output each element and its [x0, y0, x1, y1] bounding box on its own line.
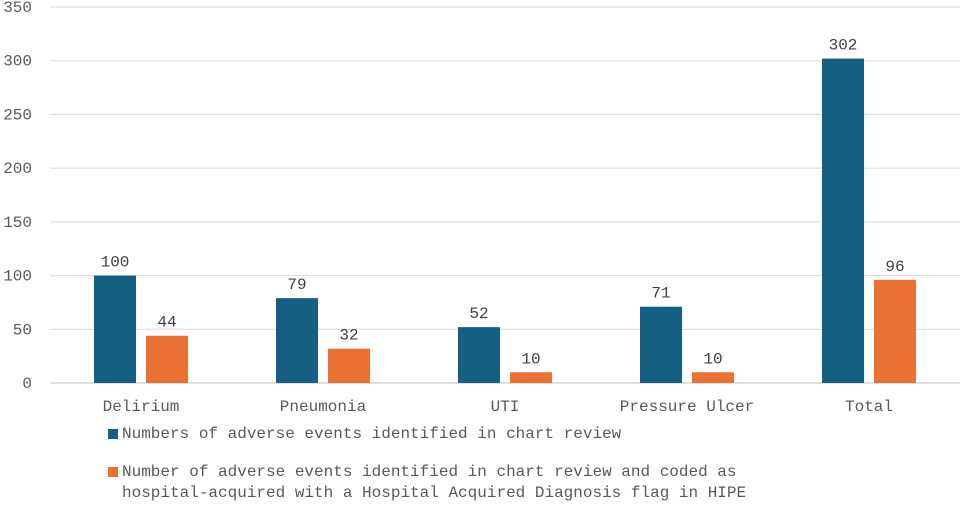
bar-series-1-uti [458, 327, 500, 383]
y-tick-label: 350 [3, 0, 32, 17]
gridlines [50, 6, 960, 384]
legend-item-series-1: Numbers of adverse events identified in … [108, 424, 746, 445]
data-label: 71 [651, 285, 670, 303]
data-label: 44 [157, 314, 176, 332]
data-label: 96 [885, 258, 904, 276]
legend-label-series-2: Number of adverse events identified in c… [122, 463, 747, 502]
data-label: 10 [521, 350, 540, 368]
data-label: 10 [703, 350, 722, 368]
bar-chart: 0 50 100 150 200 250 300 350 100 44 79 32 52 10 71 10 3… [3, 0, 960, 416]
x-tick-label: Pneumonia [280, 398, 367, 416]
y-tick-label: 150 [3, 214, 32, 232]
bar-series-1-pneumonia [276, 298, 318, 383]
x-tick-label: UTI [491, 398, 520, 416]
bar-series-1-total [822, 58, 864, 384]
bar-series-2-pneumonia [328, 348, 370, 383]
y-tick-label: 300 [3, 53, 32, 71]
x-axis-ticks: Delirium Pneumonia UTI Pressure Ulcer Total [103, 398, 893, 416]
bars: 100 44 79 32 52 10 71 10 302 96 [94, 37, 916, 384]
data-label: 302 [829, 37, 858, 55]
legend-label-series-1: Numbers of adverse events identified in … [122, 425, 622, 443]
legend-swatch-series-2 [108, 467, 118, 477]
data-label: 100 [101, 254, 130, 272]
y-tick-label: 50 [13, 321, 32, 339]
bar-series-2-delirium [146, 335, 188, 383]
y-tick-label: 250 [3, 106, 32, 124]
x-tick-label: Delirium [103, 398, 180, 416]
data-label: 52 [469, 305, 488, 323]
legend-swatch-series-1 [108, 429, 118, 439]
data-label: 79 [287, 276, 306, 294]
bar-series-1-pressure-ulcer [640, 306, 682, 383]
bar-series-2-total [874, 279, 916, 383]
legend: Numbers of adverse events identified in … [108, 424, 746, 504]
y-tick-label: 200 [3, 160, 32, 178]
y-tick-label: 0 [22, 375, 32, 393]
y-tick-label: 100 [3, 268, 32, 286]
legend-item-series-2: Number of adverse events identified in c… [108, 462, 746, 504]
x-tick-label: Total [845, 398, 893, 416]
y-axis-ticks: 0 50 100 150 200 250 300 350 [3, 0, 32, 393]
bar-series-1-delirium [94, 275, 136, 383]
bar-series-2-uti [510, 372, 552, 383]
x-tick-label: Pressure Ulcer [620, 398, 754, 416]
data-label: 32 [339, 327, 358, 345]
bar-series-2-pressure-ulcer [692, 372, 734, 383]
